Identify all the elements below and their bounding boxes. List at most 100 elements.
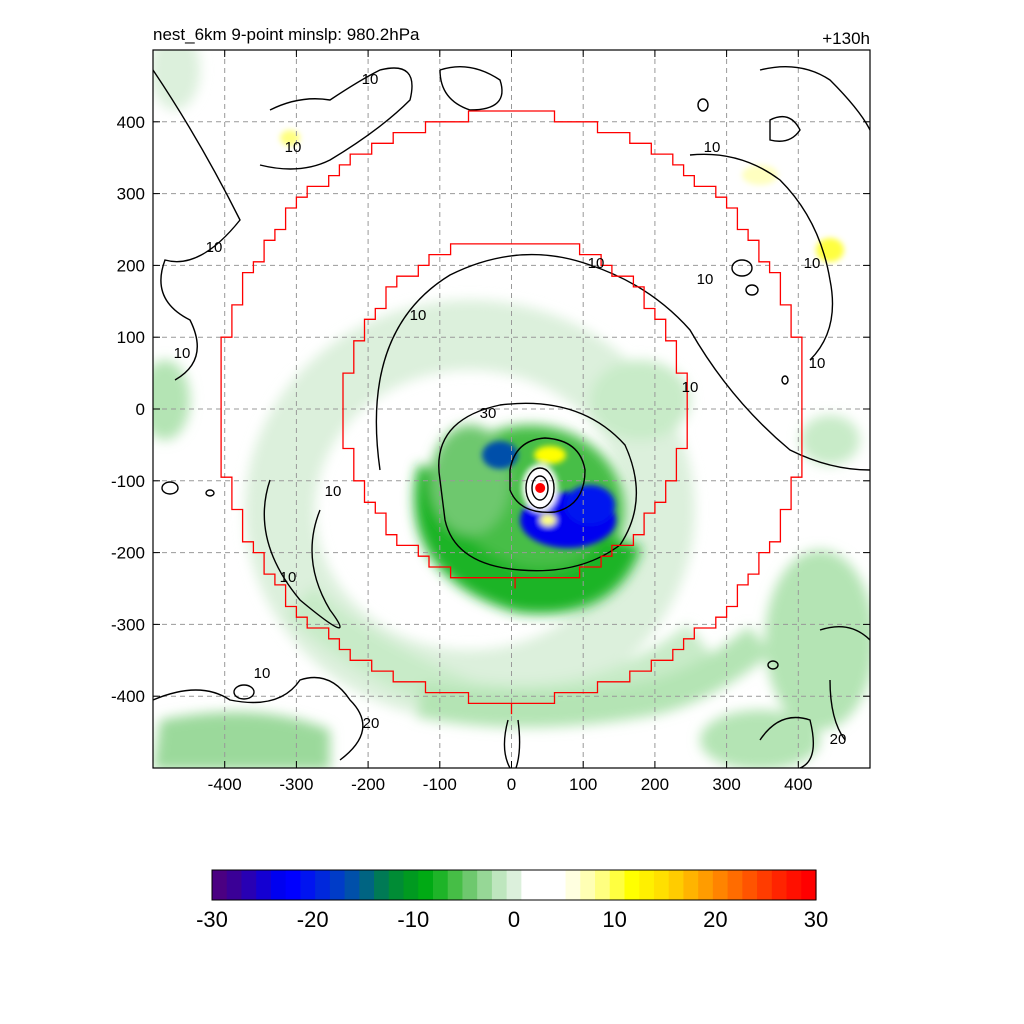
colorbar-swatch [241, 870, 257, 900]
colorbar-tick-label: 0 [508, 907, 520, 932]
contour-10-ne2 [759, 65, 870, 142]
yellow-s [540, 514, 556, 526]
contour-inner1 [525, 467, 555, 509]
contour-small7 [233, 684, 255, 700]
colorbar-swatch [639, 870, 655, 900]
green-s-band [416, 626, 772, 728]
green-nw [153, 50, 200, 110]
contour-label: 10 [704, 139, 721, 156]
colorbar: -30 -20 -10 0 10 20 30 [196, 869, 828, 932]
x-tick-label: 400 [784, 775, 812, 794]
storm-center-marker [535, 482, 546, 493]
colorbar-swatch [609, 870, 626, 900]
colorbar-tick-label: -30 [196, 907, 228, 932]
colorbar-swatch [226, 870, 243, 900]
colorbar-swatch [712, 870, 729, 900]
inner-nest-boundary [342, 243, 688, 589]
colorbar-swatch [727, 870, 743, 900]
x-tick-label: -200 [351, 775, 385, 794]
x-tick-label: 0 [507, 775, 516, 794]
contour-10-n [259, 67, 413, 170]
colorbar-swatch [771, 870, 788, 900]
contour-10-n2 [439, 65, 503, 111]
nest-boundaries [220, 110, 803, 715]
contour-small8 [767, 660, 779, 670]
y-tick-label: 400 [117, 113, 145, 132]
contour-small3 [697, 98, 709, 112]
contour-10-sw [153, 676, 364, 761]
grid [153, 50, 870, 768]
contour-label: 10 [206, 239, 223, 256]
contour-20 [438, 402, 638, 572]
y-tick-label: -200 [111, 544, 145, 563]
colorbar-swatch [595, 870, 611, 900]
x-axis: -400 -300 -200 -100 0 100 200 300 400 [208, 50, 812, 794]
x-tick-label: 100 [569, 775, 597, 794]
y-tick-label: 200 [117, 256, 145, 275]
colorbar-swatch [462, 870, 478, 900]
colorbar-swatch [344, 870, 360, 900]
contour-inner2 [531, 475, 549, 501]
colorbar-swatch [565, 870, 581, 900]
x-tick-label: -100 [423, 775, 457, 794]
colorbar-swatch [315, 870, 331, 900]
contour-label: 10 [285, 139, 302, 156]
colorbar-swatch [403, 870, 419, 900]
colorbar-tick-label: -10 [397, 907, 429, 932]
colorbar-swatch [447, 870, 464, 900]
yellow-ne2 [742, 165, 778, 185]
colorbar-swatch [329, 870, 346, 900]
contour-label: 10 [410, 307, 427, 324]
contour-label: 30 [480, 405, 497, 422]
contour-small6 [781, 375, 789, 385]
blue-nw [482, 441, 518, 469]
contour-labels: 10 10 10 10 10 10 10 10 10 10 10 10 10 10 20 20 30 [174, 71, 847, 748]
contour-label: 10 [682, 379, 699, 396]
contour-label: 10 [809, 355, 826, 372]
colorbar-swatch [212, 870, 228, 900]
contour-10-west [263, 479, 341, 629]
contour-30 [509, 437, 586, 514]
contour-10-ne [689, 153, 834, 361]
y-tick-label: -300 [111, 615, 145, 634]
green-e2 [800, 415, 860, 465]
colorbar-tick-label: -20 [297, 907, 329, 932]
blue-core2 [565, 485, 615, 525]
colorbar-swatch [477, 870, 493, 900]
colorbar-swatch [256, 870, 272, 900]
contour-10-se [759, 716, 814, 768]
colorbar-swatch [683, 870, 699, 900]
green-se [765, 550, 870, 730]
y-tick-label: -100 [111, 472, 145, 491]
x-tick-label: -300 [279, 775, 313, 794]
colorbar-swatch [653, 870, 670, 900]
colorbar-swatch [786, 870, 802, 900]
y-tick-label: 300 [117, 185, 145, 204]
y-tick-label: 0 [136, 400, 145, 419]
colorbar-frame [211, 869, 817, 901]
colorbar-swatch [801, 870, 817, 900]
colorbar-swatch [698, 870, 714, 900]
green-sw-corner [153, 712, 330, 768]
contour-small4 [731, 259, 753, 277]
colorbar-tick-label: 30 [804, 907, 828, 932]
colorbar-swatch [521, 870, 537, 900]
colorbar-swatch [550, 870, 567, 900]
colorbar-swatch [668, 870, 685, 900]
y-tick-label: 100 [117, 328, 145, 347]
colorbar-swatch [536, 870, 552, 900]
colorbar-swatch [418, 870, 434, 900]
y-tick-label: -400 [111, 687, 145, 706]
contour-label: 10 [254, 665, 271, 682]
colorbar-swatch [624, 870, 640, 900]
colorbar-swatch [388, 870, 405, 900]
contour-10-nw [153, 69, 241, 381]
colorbar-swatch [374, 870, 390, 900]
yellow-nw [280, 130, 300, 146]
yellow-n [534, 446, 566, 464]
colorbar-swatch [742, 870, 758, 900]
colorbar-tick-label: 10 [602, 907, 626, 932]
contour-10-e [819, 626, 870, 741]
outer-nest-boundary [220, 110, 803, 715]
